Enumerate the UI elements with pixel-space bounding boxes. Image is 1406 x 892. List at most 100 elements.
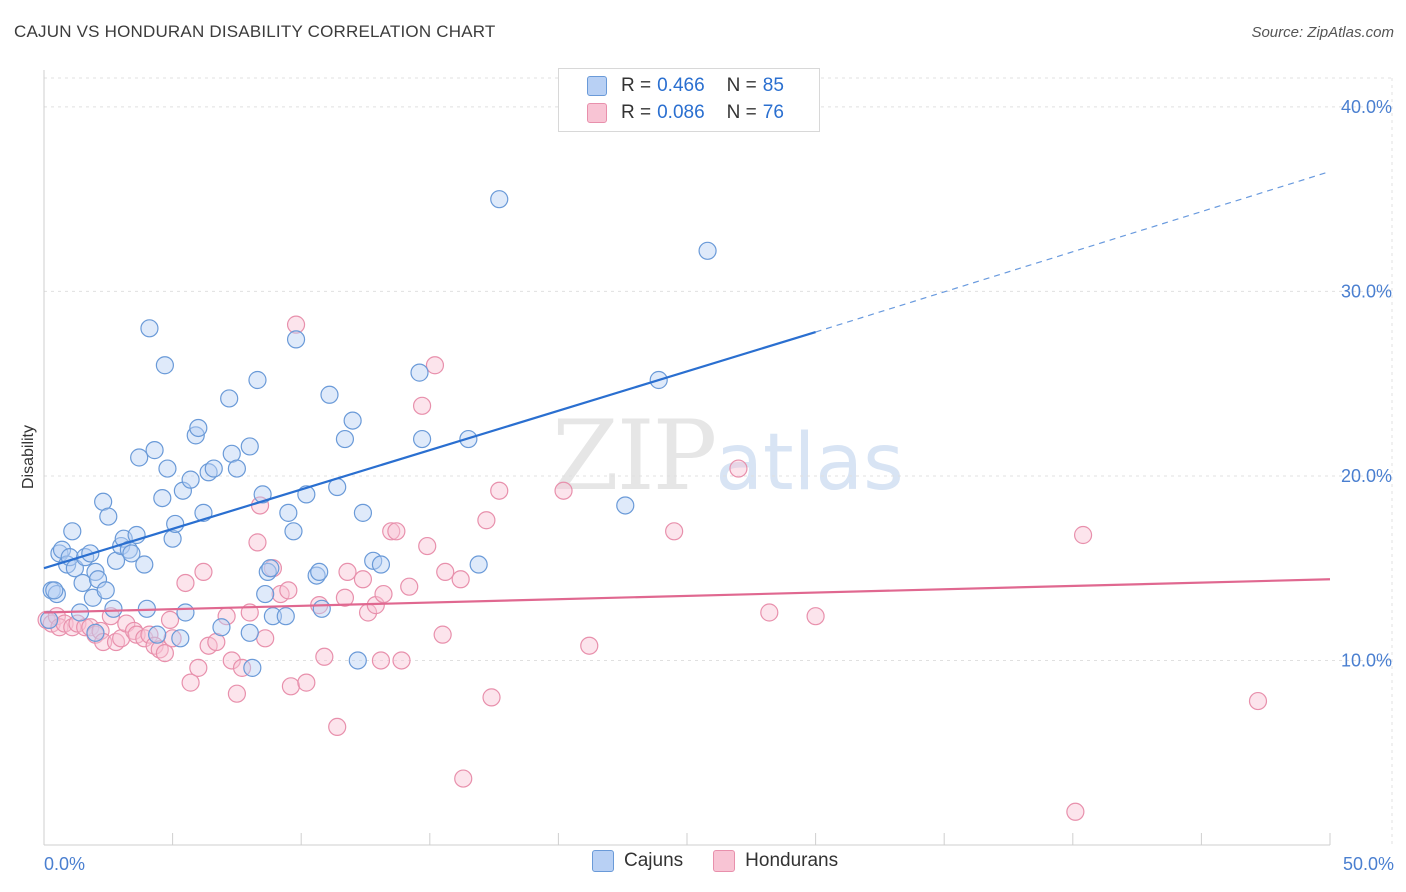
honduran-point xyxy=(387,522,406,541)
honduran-point xyxy=(163,629,182,648)
honduran-point xyxy=(338,562,357,582)
honduran-point xyxy=(328,717,347,737)
honduran-point xyxy=(400,577,419,596)
cajun-trend-extension xyxy=(815,170,1331,333)
y-tick-label: 30.0% xyxy=(1341,281,1392,301)
legend-swatch-hondurans xyxy=(713,850,736,872)
cajun-point xyxy=(189,418,208,438)
honduran-point xyxy=(454,769,473,788)
cajun-point xyxy=(240,437,259,456)
axis-labels: 10.0% 20.0% 30.0% 40.0% 0.0% 50.0% Disability xyxy=(20,97,1394,874)
cajun-point xyxy=(227,459,246,478)
trend-lines xyxy=(43,170,1331,614)
cajun-point xyxy=(616,496,635,515)
honduran-point xyxy=(1066,802,1085,821)
cajun-point xyxy=(63,522,82,541)
legend-item-cajuns: Cajuns xyxy=(592,850,683,872)
cajun-point xyxy=(343,411,362,430)
cajun-point xyxy=(135,555,154,574)
y-tick-label: 40.0% xyxy=(1341,97,1392,117)
cajun-point xyxy=(256,584,275,604)
cajun-point xyxy=(155,356,174,375)
cajun-point xyxy=(469,555,488,574)
legend-r-label: R = xyxy=(621,102,652,123)
legend-n-value: 85 xyxy=(762,75,784,96)
legend-r-label: R = xyxy=(621,75,652,96)
legend-n-label: N = xyxy=(726,102,757,123)
cajun-point xyxy=(412,429,432,449)
legend-row-cajun: R = 0.466 N = 85 xyxy=(587,73,806,99)
honduran-point xyxy=(806,607,825,626)
correlation-legend: R = 0.466 N = 85 R = 0.086 N = 76 xyxy=(558,68,820,132)
honduran-point xyxy=(371,651,391,670)
honduran-point xyxy=(117,614,136,633)
honduran-point xyxy=(580,636,599,655)
y-axis-label: Disability xyxy=(20,425,37,489)
honduran-point xyxy=(760,603,779,622)
honduran-point xyxy=(477,511,496,530)
source-credit: Source: ZipAtlas.com xyxy=(1251,24,1394,41)
honduran-point xyxy=(418,536,437,556)
cajun-point xyxy=(104,599,123,618)
cajun-point xyxy=(320,385,339,404)
cajun-trend-line xyxy=(43,330,816,570)
cajun-point xyxy=(348,651,367,670)
honduran-point xyxy=(232,658,252,677)
cajun-point xyxy=(40,610,59,629)
honduran-point xyxy=(281,677,301,696)
chart-title: CAJUN VS HONDURAN DISABILITY CORRELATION… xyxy=(14,22,496,41)
cajun-point xyxy=(163,529,182,548)
honduran-point xyxy=(433,625,452,644)
cajun-point xyxy=(243,658,262,677)
cajun-points xyxy=(40,190,717,677)
cajun-point xyxy=(186,426,205,445)
cajun-point xyxy=(240,623,259,642)
honduran-point xyxy=(665,522,684,541)
honduran-point xyxy=(181,673,200,692)
honduran-point xyxy=(279,581,298,600)
honduran-trend-line xyxy=(43,578,1331,614)
watermark-zip: ZIP xyxy=(552,400,717,512)
cajun-point xyxy=(371,555,391,574)
honduran-point xyxy=(729,459,748,478)
cajun-point xyxy=(45,581,64,600)
honduran-point xyxy=(227,684,246,703)
honduran-point xyxy=(1073,525,1093,545)
y-tick-label: 10.0% xyxy=(1341,650,1392,670)
cajun-point xyxy=(96,581,115,600)
cajun-point xyxy=(99,507,118,526)
legend-n-label: N = xyxy=(726,75,757,96)
honduran-point xyxy=(315,647,334,666)
cajun-point xyxy=(86,623,105,642)
cajun-point xyxy=(148,625,167,644)
honduran-point xyxy=(286,315,306,334)
cajun-point xyxy=(73,573,92,593)
honduran-point xyxy=(374,584,393,604)
legend-swatch-honduran xyxy=(587,103,607,123)
cajun-point xyxy=(130,448,149,467)
honduran-point xyxy=(176,573,195,593)
honduran-point xyxy=(436,562,455,582)
cajun-point xyxy=(140,319,159,338)
grid-lines xyxy=(44,77,1393,845)
honduran-point xyxy=(194,562,213,582)
cajun-point xyxy=(248,370,267,390)
cajun-point xyxy=(263,607,283,626)
honduran-point xyxy=(222,651,241,670)
legend-swatch-cajun xyxy=(587,76,607,96)
honduran-point xyxy=(482,688,501,707)
honduran-point xyxy=(554,481,573,500)
honduran-point xyxy=(335,588,355,607)
cajun-point xyxy=(212,618,231,637)
legend-label-hondurans: Hondurans xyxy=(745,850,839,871)
cajun-point xyxy=(310,562,329,582)
watermark-atlas: atlas xyxy=(715,418,904,508)
cajun-point xyxy=(253,485,272,504)
cajun-point xyxy=(158,459,177,478)
cajun-point xyxy=(122,544,141,563)
cajun-point xyxy=(276,607,295,626)
cajun-point xyxy=(284,522,303,541)
honduran-point xyxy=(490,481,509,500)
cajun-point xyxy=(204,459,223,478)
legend-r-value: 0.466 xyxy=(657,75,705,96)
